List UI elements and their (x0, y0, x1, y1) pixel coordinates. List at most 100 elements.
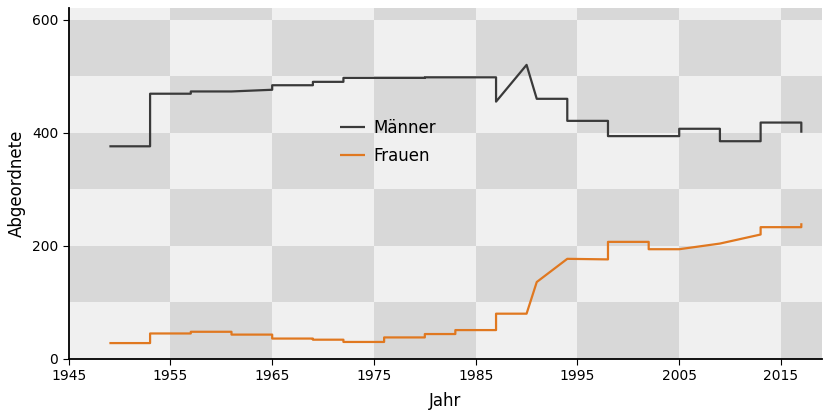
Bar (679, 20, 781, 76)
Frauen (267, 336, 277, 341)
Frauen (491, 311, 501, 316)
Männer (379, 75, 389, 80)
Frauen (715, 241, 725, 246)
Frauen (491, 328, 501, 333)
Legend: Männer, Frauen: Männer, Frauen (333, 112, 442, 171)
Bar (781, 246, 830, 302)
Männer (145, 91, 155, 96)
Bar (679, 246, 781, 302)
Bar (170, 302, 272, 359)
Männer (562, 96, 572, 101)
Männer (227, 89, 237, 94)
Männer (420, 75, 430, 80)
Frauen (145, 331, 155, 336)
Bar (679, 189, 781, 246)
Frauen (105, 341, 115, 346)
Bar (170, 20, 272, 76)
Bar (272, 76, 374, 133)
Männer (644, 134, 654, 139)
Bar (69, 0, 170, 20)
Bar (781, 76, 830, 133)
Männer (603, 118, 613, 123)
Männer (603, 134, 613, 139)
Bar (476, 246, 578, 302)
Line: Männer: Männer (110, 65, 801, 146)
Frauen (339, 337, 349, 342)
Bar (69, 189, 170, 246)
Bar (69, 20, 170, 76)
Männer (674, 126, 684, 131)
Männer (145, 144, 155, 149)
Bar (170, 246, 272, 302)
Bar (69, 76, 170, 133)
Männer (308, 79, 318, 84)
Bar (578, 20, 679, 76)
Frauen (379, 335, 389, 340)
Männer (420, 75, 430, 80)
Bar (781, 20, 830, 76)
Bar (374, 133, 476, 189)
Bar (476, 0, 578, 20)
Bar (272, 0, 374, 20)
Bar (679, 0, 781, 20)
Männer (379, 75, 389, 80)
Bar (578, 189, 679, 246)
Bar (476, 20, 578, 76)
Bar (578, 302, 679, 359)
Männer (521, 62, 531, 67)
Bar (679, 76, 781, 133)
Männer (521, 62, 531, 67)
Männer (796, 120, 806, 125)
Bar (578, 246, 679, 302)
Frauen (379, 339, 389, 344)
Männer (532, 96, 542, 101)
Männer (715, 139, 725, 144)
Bar (578, 76, 679, 133)
Frauen (562, 256, 572, 261)
Männer (339, 79, 349, 84)
Bar (272, 20, 374, 76)
Frauen (420, 331, 430, 336)
Männer (308, 83, 318, 88)
Männer (267, 87, 277, 92)
Bar (374, 76, 476, 133)
Frauen (145, 341, 155, 346)
Männer (227, 89, 237, 94)
Bar (679, 302, 781, 359)
Frauen (796, 224, 806, 229)
Männer (186, 91, 196, 96)
Männer (105, 144, 115, 149)
Frauen (227, 332, 237, 337)
Frauen (644, 240, 654, 245)
Bar (170, 0, 272, 20)
Bar (272, 246, 374, 302)
Line: Frauen: Frauen (110, 223, 801, 343)
Männer (796, 130, 806, 135)
Bar (476, 133, 578, 189)
Bar (69, 133, 170, 189)
Frauen (715, 241, 725, 246)
Bar (272, 302, 374, 359)
Frauen (674, 247, 684, 252)
X-axis label: Jahr: Jahr (429, 392, 461, 410)
Frauen (644, 247, 654, 252)
Frauen (308, 336, 318, 341)
Y-axis label: Abgeordnete: Abgeordnete (8, 130, 27, 237)
Frauen (267, 332, 277, 337)
Männer (339, 75, 349, 80)
Bar (476, 189, 578, 246)
Männer (562, 118, 572, 123)
Bar (374, 246, 476, 302)
Frauen (532, 280, 542, 285)
Frauen (674, 247, 684, 252)
Frauen (521, 311, 531, 316)
Bar (476, 302, 578, 359)
Frauen (186, 331, 196, 336)
Männer (186, 89, 196, 94)
Frauen (308, 337, 318, 342)
Bar (374, 20, 476, 76)
Bar (578, 0, 679, 20)
Bar (781, 302, 830, 359)
Bar (170, 189, 272, 246)
Frauen (796, 221, 806, 226)
